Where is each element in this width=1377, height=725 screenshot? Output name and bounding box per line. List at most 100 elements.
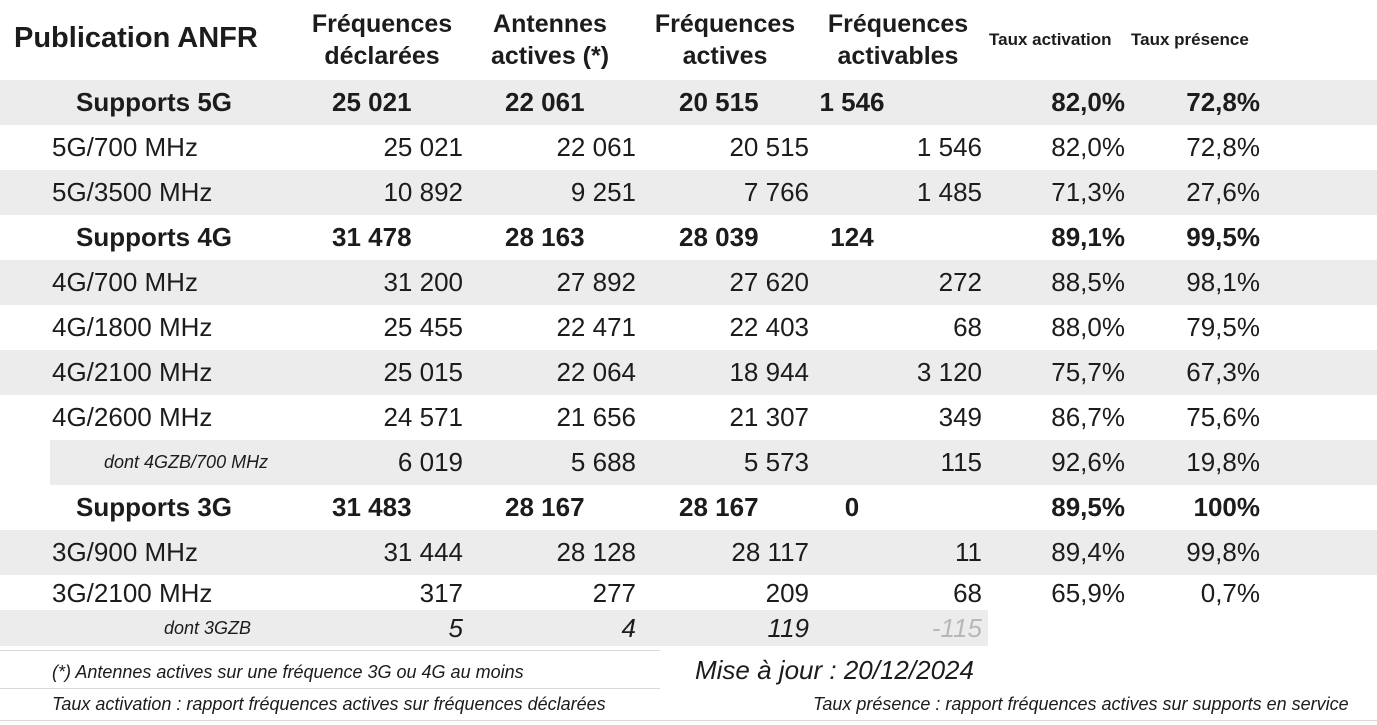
cell-antennes-actives: 22 064 xyxy=(556,357,636,387)
divider xyxy=(0,688,660,689)
cell-frequences-activables: 1 546 xyxy=(916,132,982,162)
cell-frequences-declarees: 25 021 xyxy=(383,132,463,162)
cell-frequences-activables: 115 xyxy=(940,447,982,477)
header-taux-presence: Taux présence xyxy=(1131,30,1249,49)
cell-frequences-activables: 272 xyxy=(938,267,982,297)
cell-antennes-actives: 22 471 xyxy=(556,312,636,342)
cell-frequences-actives: 22 403 xyxy=(729,312,809,342)
table-row: 4G/2100 MHz 25 015 22 064 18 944 3 120 7… xyxy=(0,350,1377,395)
cell-frequences-activables: 68 xyxy=(953,578,982,608)
table-subrow: dont 3GZB 5 4 119 -115 xyxy=(0,610,988,646)
row-label: 5G/3500 MHz xyxy=(52,177,213,207)
cell-frequences-actives: 7 766 xyxy=(743,177,809,207)
cell-frequences-actives: 21 307 xyxy=(729,402,809,432)
cell-antennes-actives: 27 892 xyxy=(556,267,636,297)
cell-antennes-actives: 4 xyxy=(621,613,636,643)
table-subrow: dont 4GZB/700 MHz 6 019 5 688 5 573 115 … xyxy=(50,440,1377,485)
table-row: 4G/1800 MHz 25 455 22 471 22 403 68 88,0… xyxy=(0,305,1377,350)
cell-taux-activation: 82,0% xyxy=(1051,87,1125,117)
cell-frequences-actives: 20 515 xyxy=(679,87,759,117)
cell-frequences-actives: 28 039 xyxy=(679,222,759,252)
cell-antennes-actives: 9 251 xyxy=(570,177,636,207)
cell-antennes-actives: 21 656 xyxy=(556,402,636,432)
row-label: Supports 5G xyxy=(75,87,232,117)
table-row: 5G/3500 MHz 10 892 9 251 7 766 1 485 71,… xyxy=(0,170,1377,215)
cell-frequences-declarees: 6 019 xyxy=(397,447,463,477)
cell-taux-presence: 99,5% xyxy=(1186,222,1260,252)
cell-taux-activation: 75,7% xyxy=(1051,357,1125,387)
cell-frequences-actives: 209 xyxy=(765,578,809,608)
row-label: 5G/700 MHz xyxy=(52,132,198,162)
cell-antennes-actives: 5 688 xyxy=(570,447,636,477)
cell-frequences-actives: 27 620 xyxy=(729,267,809,297)
page-title: Publication ANFR xyxy=(14,22,258,54)
cell-frequences-declarees: 24 571 xyxy=(383,402,463,432)
cell-frequences-activables: 11 xyxy=(955,537,982,567)
row-label: 4G/2100 MHz xyxy=(52,357,213,387)
cell-taux-presence: 99,8% xyxy=(1186,537,1260,567)
cell-frequences-declarees: 317 xyxy=(419,578,463,608)
divider xyxy=(0,650,660,651)
cell-frequences-declarees: 31 483 xyxy=(332,492,412,522)
cell-frequences-activables: 349 xyxy=(938,402,982,432)
cell-antennes-actives: 22 061 xyxy=(556,132,636,162)
section-row-5g: Supports 5G 25 021 22 061 20 515 1 546 8… xyxy=(0,80,1377,125)
header-taux-activation: Taux activation xyxy=(989,30,1112,49)
cell-taux-presence: 19,8% xyxy=(1186,447,1260,477)
section-row-4g: Supports 4G 31 478 28 163 28 039 124 89,… xyxy=(0,215,1377,260)
footnote-antennes: (*) Antennes actives sur une fréquence 3… xyxy=(52,662,524,682)
row-label: Supports 3G xyxy=(75,492,232,522)
cell-taux-presence: 0,7% xyxy=(1200,578,1260,608)
cell-frequences-declarees: 10 892 xyxy=(383,177,463,207)
cell-antennes-actives: 28 128 xyxy=(556,537,636,567)
update-date: Mise à jour : 20/12/2024 xyxy=(695,655,974,685)
section-row-3g: Supports 3G 31 483 28 167 28 167 0 89,5%… xyxy=(0,485,1377,530)
header-antennes-actives: Antennes actives (*) xyxy=(490,10,610,70)
cell-taux-activation: 89,1% xyxy=(1051,222,1125,252)
row-label: dont 4GZB/700 MHz xyxy=(104,452,269,472)
cell-taux-activation: 88,5% xyxy=(1051,267,1125,297)
cell-frequences-declarees: 5 xyxy=(448,613,463,643)
cell-taux-activation: 89,4% xyxy=(1051,537,1125,567)
cell-antennes-actives: 22 061 xyxy=(505,87,585,117)
footnote-taux-activation: Taux activation : rapport fréquences act… xyxy=(52,694,606,714)
cell-taux-presence: 27,6% xyxy=(1186,177,1260,207)
cell-frequences-actives: 5 573 xyxy=(743,447,809,477)
cell-frequences-declarees: 31 444 xyxy=(383,537,463,567)
cell-frequences-declarees: 25 455 xyxy=(383,312,463,342)
cell-frequences-actives: 20 515 xyxy=(729,132,809,162)
row-label: 4G/1800 MHz xyxy=(52,312,213,342)
header-frequences-declarees: Fréquences déclarées xyxy=(311,10,453,70)
cell-frequences-activables: 0 xyxy=(844,492,860,522)
cell-taux-activation: 88,0% xyxy=(1051,312,1125,342)
table-row: 5G/700 MHz 25 021 22 061 20 515 1 546 82… xyxy=(0,125,1377,170)
cell-taux-activation: 82,0% xyxy=(1051,132,1125,162)
cell-frequences-activables: 1 546 xyxy=(819,87,885,117)
table-row: 3G/2100 MHz 317 277 209 68 65,9% 0,7% xyxy=(0,572,1377,610)
cell-frequences-declarees: 31 200 xyxy=(383,267,463,297)
cell-frequences-activables: 124 xyxy=(830,222,874,252)
cell-frequences-activables: -115 xyxy=(931,613,982,643)
cell-frequences-activables: 68 xyxy=(953,312,982,342)
cell-taux-activation: 92,6% xyxy=(1051,447,1125,477)
cell-taux-presence: 98,1% xyxy=(1186,267,1260,297)
footnote-taux-presence: Taux présence : rapport fréquences activ… xyxy=(813,694,1349,714)
table-header: Publication ANFR Fréquences déclarées An… xyxy=(0,0,1377,80)
cell-frequences-actives: 28 167 xyxy=(679,492,759,522)
cell-taux-activation: 86,7% xyxy=(1051,402,1125,432)
cell-frequences-declarees: 25 015 xyxy=(383,357,463,387)
row-label: 3G/900 MHz xyxy=(52,537,198,567)
cell-taux-activation: 89,5% xyxy=(1051,492,1125,522)
cell-frequences-declarees: 25 021 xyxy=(332,87,412,117)
row-label: 4G/700 MHz xyxy=(52,267,198,297)
table-row: 4G/700 MHz 31 200 27 892 27 620 272 88,5… xyxy=(0,260,1377,305)
cell-frequences-declarees: 31 478 xyxy=(332,222,412,252)
cell-antennes-actives: 277 xyxy=(592,578,636,608)
row-label: 3G/2100 MHz xyxy=(52,578,213,608)
cell-taux-presence: 72,8% xyxy=(1186,87,1260,117)
cell-antennes-actives: 28 163 xyxy=(505,222,585,252)
cell-taux-activation: 65,9% xyxy=(1051,578,1125,608)
cell-taux-presence: 79,5% xyxy=(1186,312,1260,342)
row-label: Supports 4G xyxy=(75,222,232,252)
header-frequences-activables: Fréquences activables xyxy=(827,10,969,70)
